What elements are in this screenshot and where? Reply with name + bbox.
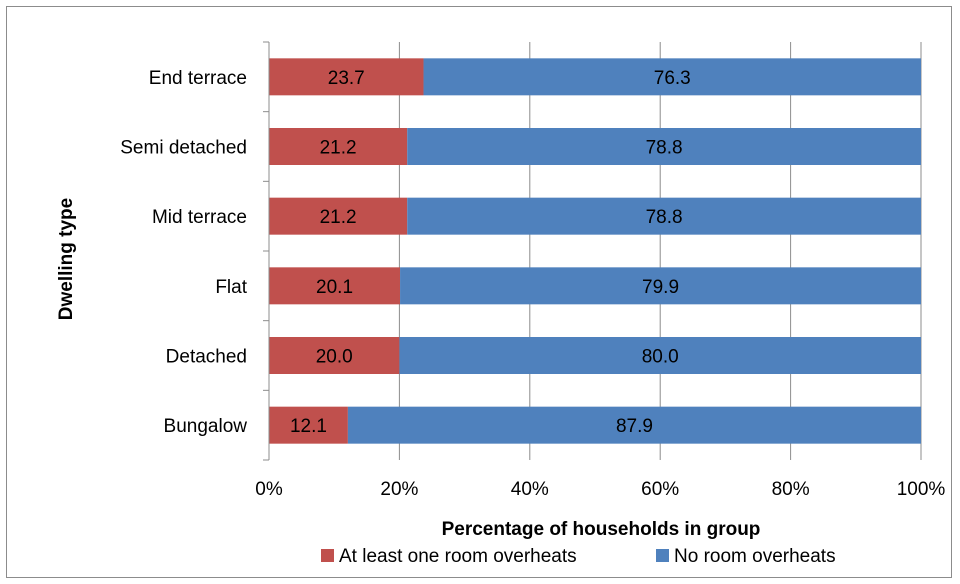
category-label: Semi detached — [120, 138, 247, 159]
legend-label: At least one room overheats — [339, 546, 577, 567]
data-label: 76.3 — [654, 68, 691, 89]
data-label: 20.1 — [316, 277, 353, 298]
bars: 12.1 87.9 20.0 80.0 20.1 79.9 21.2 78.8 21.2 78.8… — [269, 58, 922, 444]
bar-segment — [400, 267, 921, 305]
data-label: 78.8 — [646, 207, 683, 228]
x-tick-label: 100% — [897, 479, 946, 500]
bar-segment — [269, 337, 400, 374]
bar-segment — [407, 197, 921, 235]
bar-segment — [269, 128, 408, 165]
data-label: 21.2 — [320, 138, 357, 159]
x-tick-label: 60% — [641, 479, 679, 500]
bar-segment — [269, 406, 348, 444]
category-label: Detached — [166, 347, 247, 368]
category-label: Flat — [215, 277, 247, 298]
category-label: Mid terrace — [152, 207, 247, 228]
gridlines — [398, 42, 922, 460]
bar-segment — [347, 406, 922, 444]
data-label: 79.9 — [642, 277, 679, 298]
category-label: Bungalow — [164, 416, 248, 437]
data-label: 80.0 — [642, 347, 679, 368]
data-label: 87.9 — [616, 416, 653, 437]
bar-segment — [269, 197, 408, 235]
bar-segment — [407, 128, 921, 165]
data-label: 20.0 — [316, 347, 353, 368]
y-axis-title: Dwelling type — [56, 198, 77, 320]
category-label: End terrace — [149, 68, 247, 89]
axes: 0% 20% 40% 60% 80% 100% Bungalow Detached Flat Mi… — [120, 41, 946, 500]
x-tick-label: 0% — [255, 479, 283, 500]
x-tick-label: 20% — [380, 479, 418, 500]
chart-frame: 12.1 87.9 20.0 80.0 20.1 79.9 21.2 78.8 21.2 78.8… — [6, 6, 952, 578]
chart-svg: 12.1 87.9 20.0 80.0 20.1 79.9 21.2 78.8 21.2 78.8… — [56, 41, 946, 567]
data-label: 78.8 — [646, 138, 683, 159]
data-label: 23.7 — [328, 68, 365, 89]
data-label: 21.2 — [320, 207, 357, 228]
data-label: 12.1 — [290, 416, 327, 437]
bar-segment — [269, 267, 401, 305]
x-tick-label: 40% — [511, 479, 549, 500]
bar-segment — [269, 58, 424, 96]
legend-swatch — [656, 549, 669, 562]
legend-swatch — [321, 549, 334, 562]
bar-segment — [423, 58, 921, 96]
bar-segment — [399, 337, 921, 374]
legend: At least one room overheats No room overh… — [321, 546, 836, 567]
x-tick-label: 80% — [772, 479, 810, 500]
legend-label: No room overheats — [674, 546, 836, 567]
x-axis-title: Percentage of households in group — [442, 519, 761, 540]
